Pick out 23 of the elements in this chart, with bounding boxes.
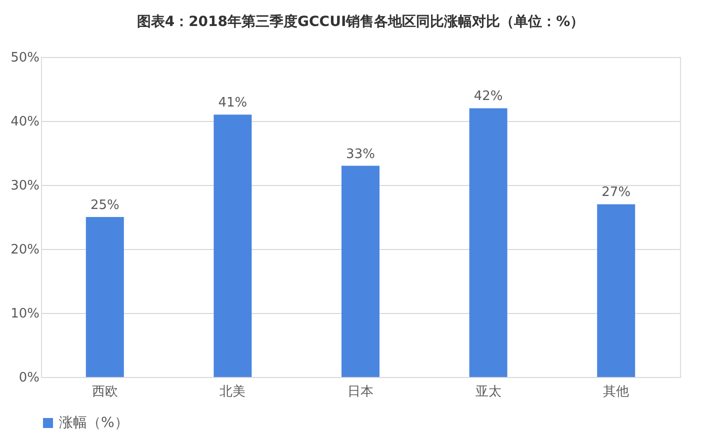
y-tick-label: 40%	[10, 114, 40, 130]
chart-title: 图表4：2018年第三季度GCCUI销售各地区同比涨幅对比（单位：%）	[136, 13, 584, 30]
bar	[86, 217, 124, 377]
y-tick-label: 50%	[10, 50, 40, 66]
bar	[214, 114, 252, 377]
bar	[597, 204, 636, 377]
legend-label: 涨幅（%）	[59, 415, 128, 431]
bar	[469, 108, 508, 377]
x-tick-label: 西欧	[92, 384, 118, 400]
x-tick-label: 亚太	[475, 384, 502, 400]
x-tick-label: 北美	[220, 384, 246, 400]
y-tick-label: 30%	[10, 178, 40, 194]
data-label: 27%	[602, 185, 631, 200]
data-label: 41%	[218, 96, 248, 111]
data-label: 25%	[90, 198, 120, 213]
y-tick-label: 10%	[10, 306, 40, 322]
y-tick-label: 20%	[10, 242, 40, 258]
x-tick-label: 其他	[603, 384, 630, 400]
data-label: 33%	[346, 146, 375, 162]
y-tick-label: 0%	[18, 370, 40, 386]
x-tick-label: 日本	[348, 384, 374, 400]
data-label: 42%	[474, 89, 503, 104]
bar	[342, 166, 380, 377]
